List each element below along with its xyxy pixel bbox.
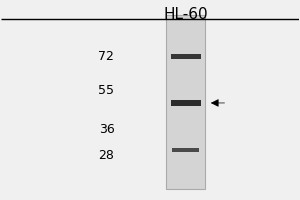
Bar [171,100,200,106]
Bar [166,15,205,189]
Text: 28: 28 [98,149,114,162]
Bar [172,148,199,152]
Text: 36: 36 [99,123,114,136]
Text: 55: 55 [98,84,114,97]
Text: 72: 72 [98,50,114,63]
Bar [171,54,200,59]
Text: HL-60: HL-60 [164,7,208,22]
